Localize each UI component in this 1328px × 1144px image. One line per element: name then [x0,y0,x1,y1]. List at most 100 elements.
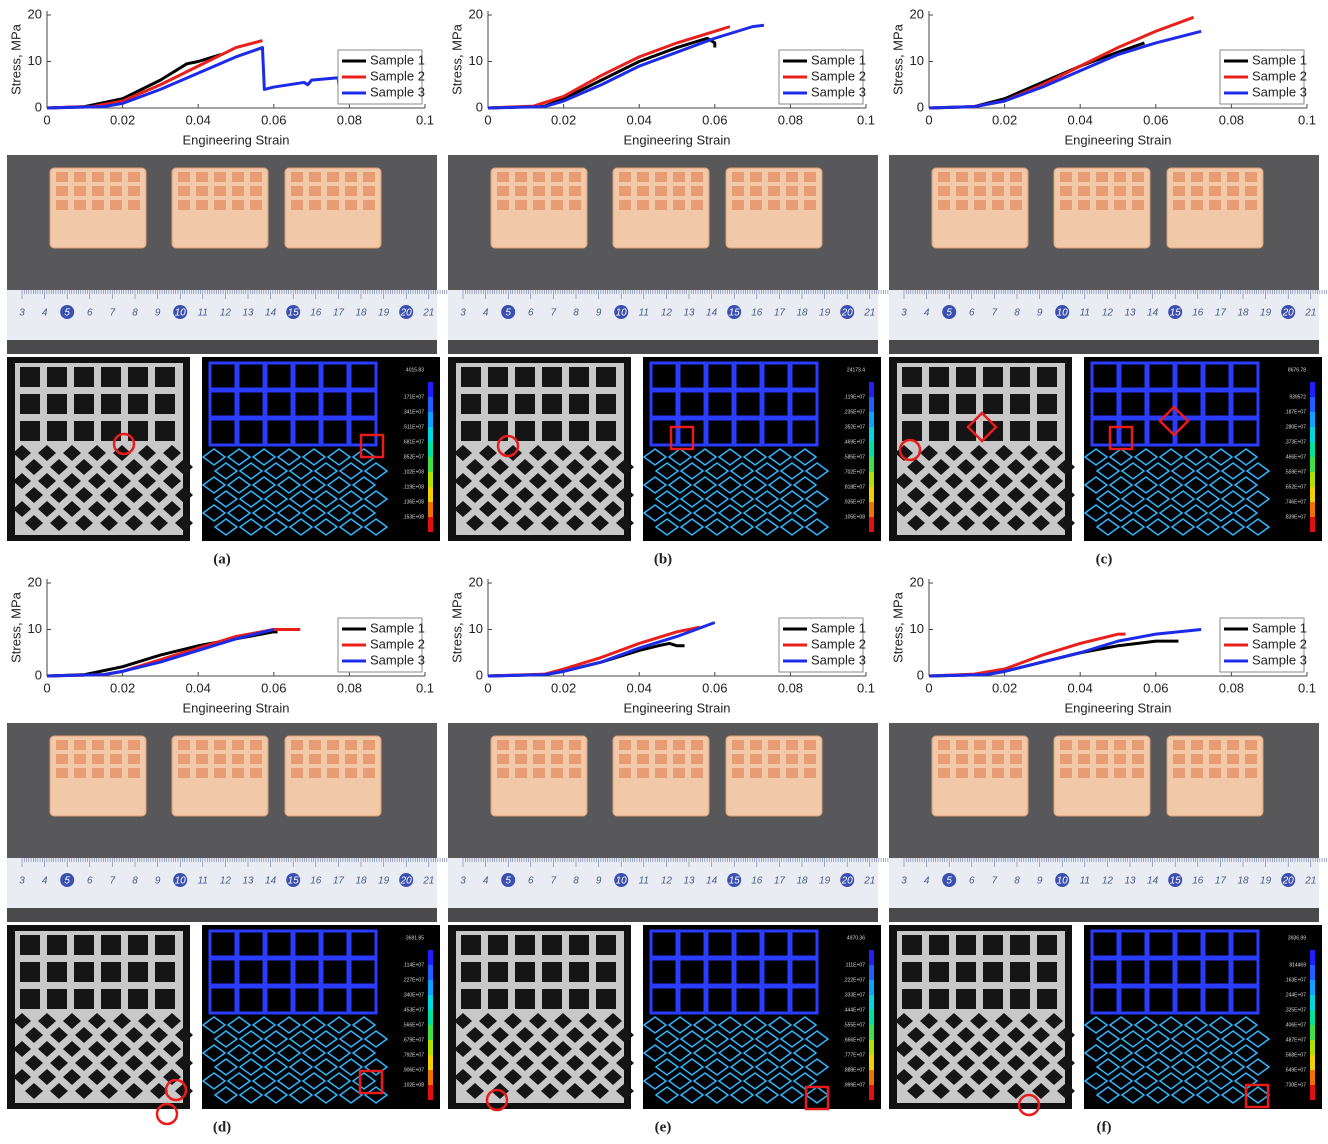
specimen-cell [938,172,950,182]
ruler-number: 20 [400,876,413,887]
ruler-number: 9 [596,308,602,319]
specimen-cell [1060,172,1072,182]
cell [542,989,562,1009]
specimen-cell [178,768,190,778]
specimen-cell [250,172,262,182]
cell [569,421,589,441]
cell [128,935,148,955]
panel: 00.020.040.060.080.101020Engineering Str… [448,574,890,1135]
colorbar-label: .333E+07 [843,992,865,998]
colorbar-segment [869,442,874,457]
ruler-number: 6 [87,308,93,319]
specimen-cell [569,768,581,778]
x-tick-label: 0.04 [627,680,652,695]
legend-label: Sample 1 [370,620,425,635]
specimen-cell [1209,740,1221,750]
colorbar-segment [869,502,874,517]
specimen-cell [56,768,68,778]
y-tick-label: 10 [28,621,42,636]
ruler-number: 7 [551,876,557,887]
cell [983,989,1003,1009]
cell [488,935,508,955]
ruler-number: 4 [42,876,48,887]
ruler-number: 6 [969,876,975,887]
specimen-cell [673,740,685,750]
x-tick-label: 0.02 [551,112,576,127]
specimen-cell [1173,200,1185,210]
legend-label: Sample 3 [811,652,866,667]
ruler-number: 3 [460,308,466,319]
ruler-number: 4 [483,308,489,319]
cell [101,935,121,955]
specimen-cell [673,200,685,210]
specimen-cell [1245,740,1257,750]
cell [74,421,94,441]
colorbar-label: .406E+07 [1284,1022,1306,1028]
specimen-cell [691,186,703,196]
specimen-cell [691,172,703,182]
ruler-number: 9 [1037,876,1043,887]
colorbar-segment [428,397,433,412]
specimen-cell [214,754,226,764]
specimen-cell [533,768,545,778]
colorbar-segment [1310,472,1315,487]
legend-label: Sample 3 [370,652,425,667]
specimen-cell [750,740,762,750]
ruler-number: 15 [1170,308,1182,319]
colorbar-segment [428,502,433,517]
specimen-cell [1191,200,1203,210]
y-tick-label: 0 [476,667,483,682]
colorbar-label: .906E+07 [402,1067,424,1073]
specimen-cell [214,172,226,182]
ruler-number: 9 [596,876,602,887]
specimen-cell [691,200,703,210]
y-tick-label: 20 [910,574,924,589]
cell [1010,989,1030,1009]
specimen-cell [1078,200,1090,210]
ruler-number: 11 [639,308,649,319]
specimen-cell [732,740,744,750]
colorbar-label: .466E+07 [1284,454,1306,460]
cell [542,935,562,955]
cell [155,989,175,1009]
ruler-number: 5 [946,876,952,887]
cell [515,935,535,955]
ruler-number: 16 [751,308,763,319]
ruler-number: 19 [819,308,831,319]
specimen-cell [768,740,780,750]
colorbar-label: 939572 [1289,394,1306,400]
colorbar-label: .649E+07 [1284,1067,1306,1073]
cell [74,935,94,955]
y-axis-label: Stress, MPa [449,23,464,95]
x-axis-label: Engineering Strain [183,132,290,147]
specimen-cell [1096,740,1108,750]
legend-label: Sample 1 [1252,620,1307,635]
specimen-cell [515,740,527,750]
specimen-cell [1010,768,1022,778]
specimen-cell [250,186,262,196]
specimen-cell [1191,740,1203,750]
specimen-cell [309,754,321,764]
specimen-cell [1132,740,1144,750]
ruler-number: 16 [310,308,322,319]
specimen-cell [551,768,563,778]
specimen-cell [1173,754,1185,764]
specimen-cell [533,172,545,182]
colorbar-label: .792E+07 [402,1052,424,1058]
colorbar-label: .469E+07 [843,439,865,445]
ruler-number: 7 [110,308,116,319]
cell [569,394,589,414]
ruler-number: 6 [528,876,534,887]
cell [569,962,589,982]
colorbar-label: .373E+07 [1284,439,1306,445]
colorbar-segment [869,457,874,472]
specimen-cell [1132,200,1144,210]
cell [929,989,949,1009]
cell [929,421,949,441]
specimen-cell [655,768,667,778]
colorbar-segment [869,412,874,427]
specimen-cell [1078,186,1090,196]
cell [983,962,1003,982]
ruler-number: 3 [19,308,25,319]
colorbar-segment [1310,1025,1315,1040]
